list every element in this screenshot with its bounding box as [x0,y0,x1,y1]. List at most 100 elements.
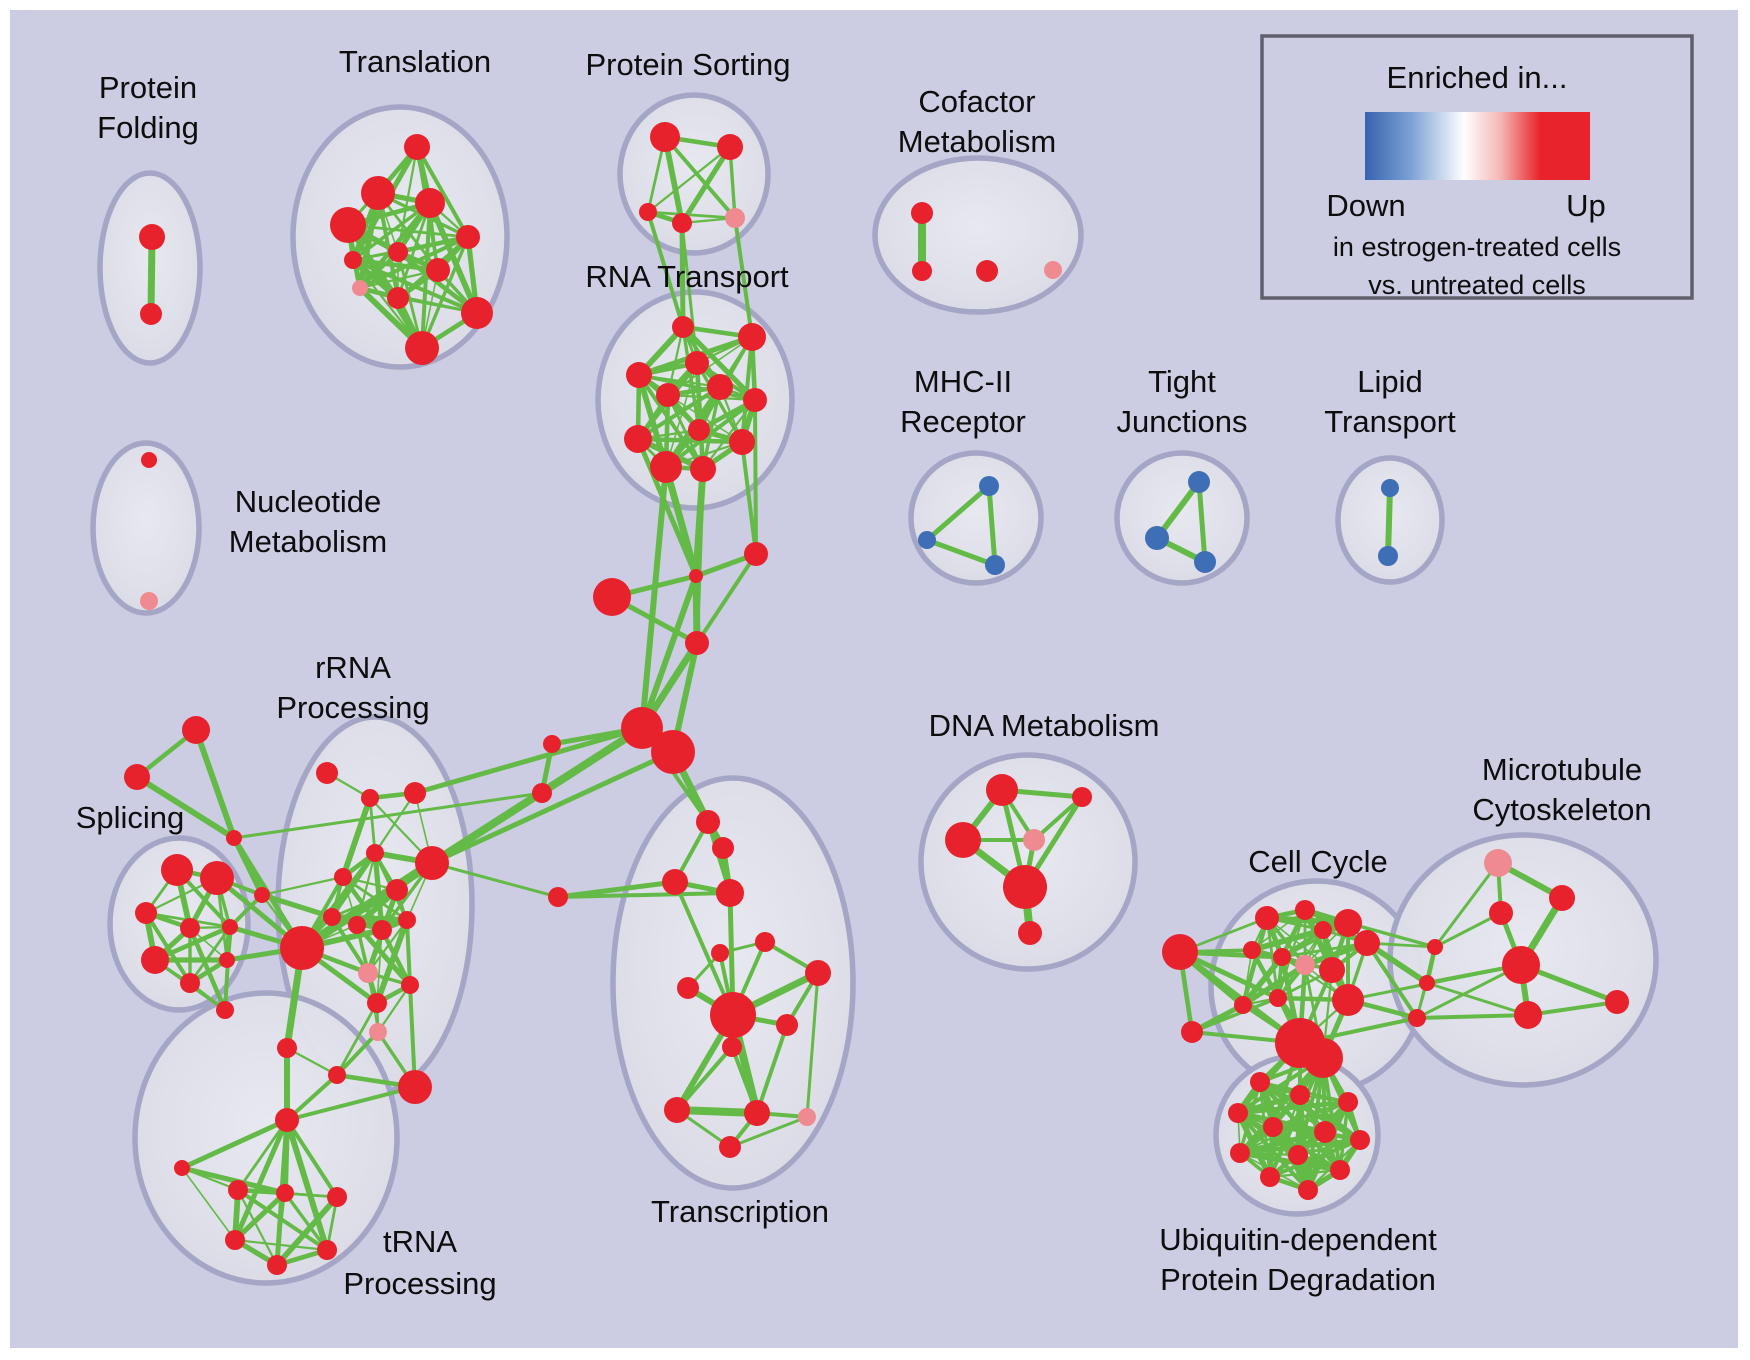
edge [666,393,757,402]
rrna-processing-node [280,926,324,970]
cofactor-metabolism-label: Cofactor [918,84,1035,119]
splicing-node [161,854,193,886]
transcription-node [677,977,699,999]
ubiquitin-dependent-protein-degradation-node [1263,1117,1283,1137]
legend-caption: vs. untreated cells [1368,270,1586,300]
edge [740,440,758,556]
edge [179,1165,288,1196]
trna-processing-node [327,1187,347,1207]
transcription-label: Transcription [651,1194,829,1229]
microtubule-cytoskeleton-label: Cytoskeleton [1472,792,1651,827]
cofactor-metabolism-node [912,261,932,281]
edge [695,552,758,645]
translation-node [405,331,439,365]
cell-cycle-node [1243,941,1261,959]
ubiquitin-dependent-protein-degradation-node [1250,1072,1270,1092]
rna-transport-node [650,451,682,483]
rna-transport-node [672,316,694,338]
cofactor-metabolism-node [1044,261,1062,279]
rrna-processing-node [404,782,426,804]
edge [924,483,992,543]
rrna-processing-node [367,993,387,1013]
trna-processing-node [228,1180,248,1200]
transcription-node [798,1108,816,1126]
protein-folding-label: Protein [99,70,197,105]
rna-transport-node [690,456,716,482]
translation-node [415,188,445,218]
trna-processing-node [225,1230,245,1250]
microtubule-cytoskeleton-label: Microtubule [1482,752,1642,787]
protein-folding-label: Folding [97,110,199,145]
edge [408,983,417,1089]
tight-junctions-label: Junctions [1117,404,1248,439]
cell-cycle-node [1314,921,1332,939]
mhc-ii-receptor-ellipse [908,450,1044,586]
edge [1306,1056,1325,1192]
edge [675,1045,734,1112]
edge [924,537,998,568]
splicing-node [216,1001,234,1019]
splicing-label: Splicing [76,800,185,835]
translation-node [361,176,395,210]
cell-cycle-node [1427,939,1443,955]
edge [646,145,732,214]
edge [637,373,705,471]
cofactor-metabolism-label: Metabolism [898,124,1057,159]
translation-node [352,280,368,296]
edge [233,1238,329,1252]
dna-metabolism-label: DNA Metabolism [929,708,1160,743]
rna-transport-node [743,388,767,412]
cell-cycle-node [1354,930,1380,956]
edge [193,727,237,841]
edge [636,385,722,441]
legend-gradient-bar [1365,112,1590,180]
edge [366,918,409,975]
rna-transport-node [738,323,766,351]
dna-metabolism-node [986,774,1018,806]
mhc-ii-receptor-label: MHC-II [914,364,1012,399]
cell-cycle-node [1419,975,1435,991]
trna-processing-ellipse [132,990,400,1286]
translation-node [344,251,362,269]
edge [1240,915,1270,1008]
edge [285,1085,417,1122]
edge [555,879,678,900]
transcription-node [776,1014,798,1036]
ubiquitin-dependent-protein-degradation-node [1314,1121,1336,1143]
ubiquitin-dependent-protein-degradation-node [1350,1130,1370,1150]
edge [179,1117,290,1171]
edge [701,398,757,471]
labels-layer: Protein Folding Translation Protein Sorting… [76,44,1652,1301]
edge [635,436,745,445]
rrna-processing-node [415,846,449,880]
mhc-ii-receptor-label: Receptor [900,404,1026,439]
cell-cycle-label: Cell Cycle [1248,844,1388,879]
protein-sorting-node [717,134,743,160]
rrna-processing-node [369,1023,387,1041]
cofactor-metabolism-ellipse [872,155,1084,315]
edge [283,1191,329,1252]
rrna-processing-label: Processing [276,690,429,725]
edge [1196,479,1208,565]
legend-title: Enriched in... [1387,60,1568,95]
edge [412,725,645,796]
edge [1425,981,1530,1017]
edge [673,880,735,1017]
trna-processing-node [317,1240,337,1260]
cell-cycle-node [1303,1038,1343,1078]
edge [753,398,758,556]
translation-node [426,258,450,282]
microtubule-cytoskeleton-node [1605,990,1629,1014]
rrna-processing-label: rRNA [315,650,391,685]
transcription-node [662,869,688,895]
edge [232,791,544,840]
transcription-node [696,810,720,834]
edge [646,210,737,220]
edge [376,983,412,1034]
translation-node [461,297,493,329]
protein-sorting-node [672,213,692,233]
cofactor-metabolism-node [976,260,998,282]
edge [232,1190,288,1243]
protein-sorting-label: Protein Sorting [585,47,790,82]
